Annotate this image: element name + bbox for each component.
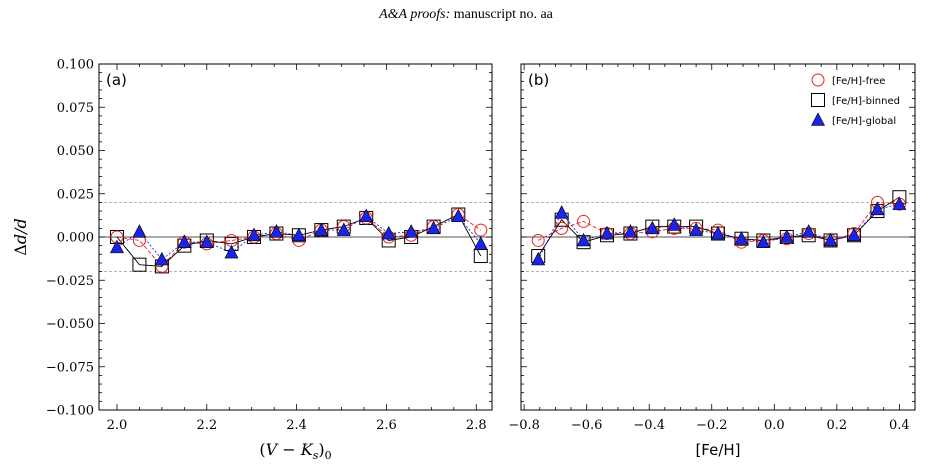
legend-marker-triangle — [811, 112, 825, 126]
panel-b-point-triangle — [711, 225, 725, 240]
x-axis-label-v: V — [266, 440, 279, 459]
panel-b-point-triangle — [645, 220, 660, 235]
panel-a-point-triangle — [132, 224, 147, 238]
x-axis-label-a: (V − Ks)0 — [259, 440, 331, 462]
legend-marker-square — [811, 93, 825, 107]
panel-a-point-triangle — [473, 236, 488, 250]
panel-b-point-triangle — [892, 196, 907, 210]
panel-b-point-triangle — [756, 234, 771, 248]
panel-b-point-triangle — [847, 227, 862, 242]
panel-b-x-tick-label: −0.6 — [571, 418, 603, 433]
panel-a-point-triangle — [154, 251, 169, 266]
panel-b-x-tick-label: 0.0 — [764, 418, 785, 433]
panel-a-point-circle — [224, 233, 238, 247]
y-axis-label-d: d/d — [11, 218, 30, 244]
y-axis-label-delta: Δ — [11, 244, 30, 256]
panel-a-point-triangle — [109, 239, 124, 254]
panel-a-point-triangle — [177, 234, 192, 248]
panel-a-y-tick-label: −0.075 — [46, 360, 94, 375]
panel-a-x-tick-label: 2.6 — [376, 418, 397, 433]
legend-marker-circle — [811, 73, 825, 87]
x-axis-label-paren: ) — [318, 440, 324, 459]
x-axis-label-main: ( — [259, 440, 265, 459]
header-manuscript: manuscript no. aa — [450, 7, 553, 22]
panel-a-x-tick-label: 2.8 — [466, 418, 487, 433]
panel-a-point-triangle — [426, 220, 441, 235]
panel-a-y-tick-label: 0.100 — [57, 58, 94, 73]
x-axis-label-minus: − — [277, 440, 301, 459]
panel-b-panel-label: (b) — [528, 71, 549, 89]
panel-b-point-triangle — [599, 225, 614, 240]
panel-b-x-tick-label: −0.4 — [633, 418, 665, 433]
panel-b-point-triangle — [667, 217, 682, 231]
x-axis-label-sub: s — [313, 449, 319, 462]
panel-a-point-triangle — [291, 227, 306, 242]
panel-a: 2.0 2.2 2.4 2.6 2.8−0.100−0.075−0.050−0.0250… — [46, 58, 493, 462]
panel-b-point-triangle — [576, 232, 591, 247]
y-axis-label: Δd/d — [11, 218, 30, 255]
panel-a-point-triangle — [314, 222, 329, 236]
panel-a-point-triangle — [359, 208, 374, 223]
panel-a-panel-label: (a) — [106, 71, 127, 89]
panel-a-y-tick-label: 0.075 — [57, 101, 94, 116]
panel-b-point-triangle — [870, 201, 885, 216]
panel-a-line-fehglobal — [116, 215, 482, 261]
x-axis-label-k: K — [300, 440, 314, 459]
panel-b-x-tick-label: 0.4 — [889, 418, 910, 433]
panel-b-point-triangle — [779, 229, 794, 243]
panel-b-point-triangle — [689, 222, 704, 236]
panel-a-y-tick-label: −0.100 — [46, 404, 94, 419]
panel-b-point-circle — [531, 233, 545, 247]
panel-a-x-tick-label: 2.2 — [196, 418, 217, 433]
panel-b-x-tick-label: −0.8 — [508, 418, 540, 433]
panel-b-x-tick-label: −0.2 — [696, 418, 728, 433]
panel-a-point-triangle — [269, 224, 284, 238]
panel-a-point-triangle — [336, 222, 351, 236]
panel-b-x-tick-label: 0.2 — [826, 418, 847, 433]
panel-a-point-triangle — [381, 225, 396, 240]
header-journal: A&A proofs: — [379, 7, 451, 22]
panel-a-point-triangle — [224, 244, 239, 259]
panel-a-x-tick-label: 2.4 — [286, 418, 307, 433]
legend-label: [Fe/H]-global — [832, 116, 896, 127]
panel-a-y-tick-label: 0.025 — [57, 187, 94, 202]
panel-b-point-triangle — [531, 251, 546, 266]
panel-a-point-triangle — [404, 224, 419, 238]
panel-a-point-circle — [474, 223, 488, 237]
panel-a-y-tick-label: −0.050 — [46, 317, 94, 332]
legend-label: [Fe/H]-free — [832, 76, 885, 87]
legend: [Fe/H]-free [Fe/H]-binned [Fe/H]-global — [811, 73, 900, 127]
panel-a-point-square — [132, 257, 147, 272]
panel-b-point-circle — [555, 221, 569, 235]
panel-a-x-tick-label: 2.0 — [107, 418, 128, 433]
panel-a-y-tick-label: 0.050 — [57, 144, 94, 159]
panel-a-point-triangle — [246, 227, 261, 242]
y-axis-label-group: Δd/d — [11, 218, 30, 255]
panel-b-point-triangle — [623, 224, 638, 238]
panel-b: −0.8 −0.6 −0.4 −0.2 0.0 0.2 0.4 (b) [Fe/H] — [508, 63, 916, 459]
panel-a-y-tick-label: 0.000 — [57, 231, 94, 246]
panel-a-point-triangle — [199, 234, 214, 248]
panel-b-point-triangle — [801, 224, 816, 238]
panel-b-point-triangle — [734, 231, 749, 245]
panel-b-point-triangle — [823, 232, 838, 247]
panel-b-point-circle — [577, 214, 591, 228]
x-axis-label-b: [Fe/H] — [695, 441, 740, 459]
panel-a-y-tick-label: −0.025 — [46, 274, 94, 289]
panel-a-point-triangle — [451, 208, 466, 223]
x-axis-label-sub0: 0 — [325, 449, 332, 462]
panel-b-point-triangle — [554, 205, 569, 219]
page-header: A&A proofs: manuscript no. aa — [0, 7, 932, 23]
legend-label: [Fe/H]-binned — [832, 96, 900, 107]
